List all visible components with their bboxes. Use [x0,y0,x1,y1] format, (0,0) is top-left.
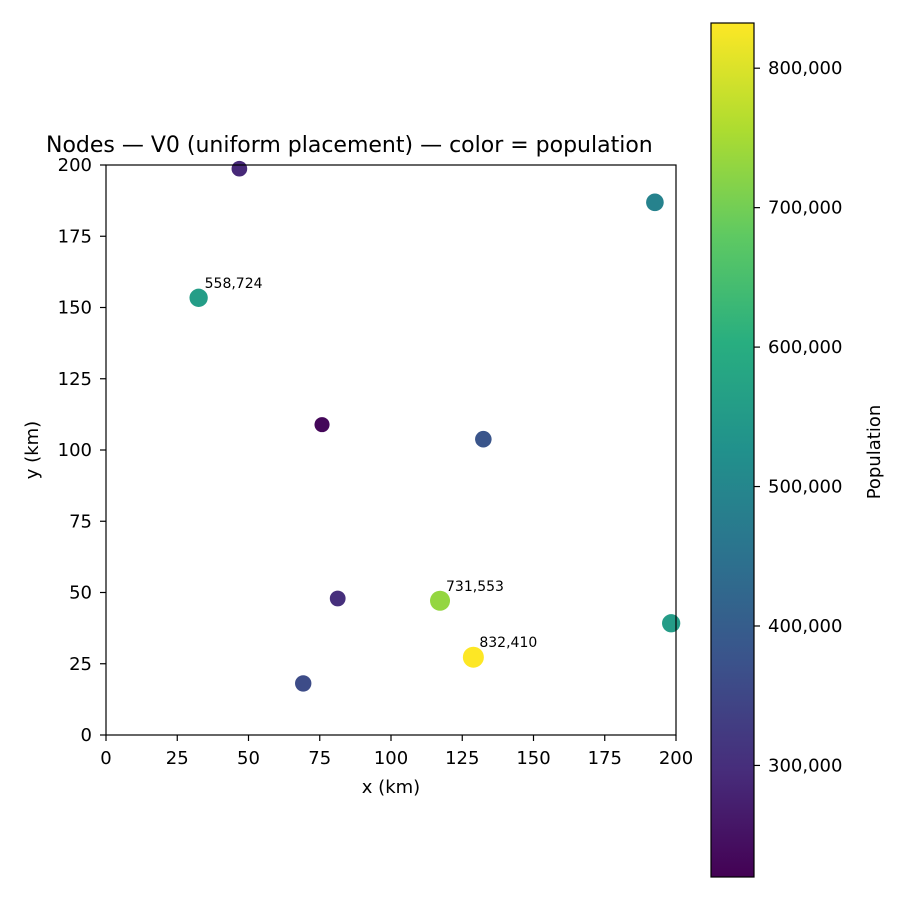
colorbar [710,22,755,878]
data-point [231,160,248,177]
x-tick-label: 25 [166,748,189,769]
data-point [329,590,346,607]
y-tick-label: 50 [69,583,92,604]
colorbar-tick-label: 300,000 [768,755,842,776]
point-annotation: 731,553 [446,579,504,595]
data-point [430,590,451,611]
y-tick-label: 75 [69,511,92,532]
y-tick-label: 0 [81,725,92,746]
x-tick-label: 75 [308,748,331,769]
colorbar-tick-label: 500,000 [768,477,842,498]
y-axis-ticks: 0 25 50 75 100 125 150 175 200 [58,155,106,746]
x-axis-ticks: 0 25 50 75 100 125 150 175 200 [100,735,693,769]
y-tick-label: 100 [58,440,92,461]
x-tick-label: 50 [237,748,260,769]
colorbar-tick-label: 400,000 [768,616,842,637]
x-tick-label: 100 [374,748,408,769]
point-annotation: 832,410 [479,635,537,651]
data-point [475,430,492,448]
x-tick-label: 175 [588,748,622,769]
x-tick-label: 0 [100,748,111,769]
y-tick-label: 175 [58,226,92,247]
y-tick-label: 150 [58,298,92,319]
plot-frame [105,164,677,736]
x-axis-label: x (km) [362,777,420,798]
x-tick-label: 200 [659,748,693,769]
x-tick-label: 125 [445,748,479,769]
data-point [314,417,330,433]
data-point [295,675,312,692]
colorbar-tick-label: 700,000 [768,198,842,219]
point-annotation: 558,724 [205,276,263,292]
plot-area [106,165,676,735]
y-tick-label: 25 [69,654,92,675]
data-point [646,193,664,212]
data-point [462,646,484,668]
colorbar-tick-label: 600,000 [768,337,842,358]
data-point [662,614,681,633]
x-tick-label: 150 [516,748,550,769]
data-points: 558,724 731,553 832,410 [189,160,681,692]
colorbar-ticks: 300,000 400,000 500,000 600,000 700,000 800,0… [754,58,842,776]
colorbar-tick-label: 800,000 [768,58,842,79]
y-tick-label: 200 [58,155,92,176]
chart-title: Nodes — V0 (uniform placement) — color =… [46,133,653,158]
y-tick-label: 125 [58,369,92,390]
data-point [189,288,208,307]
colorbar-label: Population [864,405,885,500]
y-axis-label: y (km) [22,421,43,479]
